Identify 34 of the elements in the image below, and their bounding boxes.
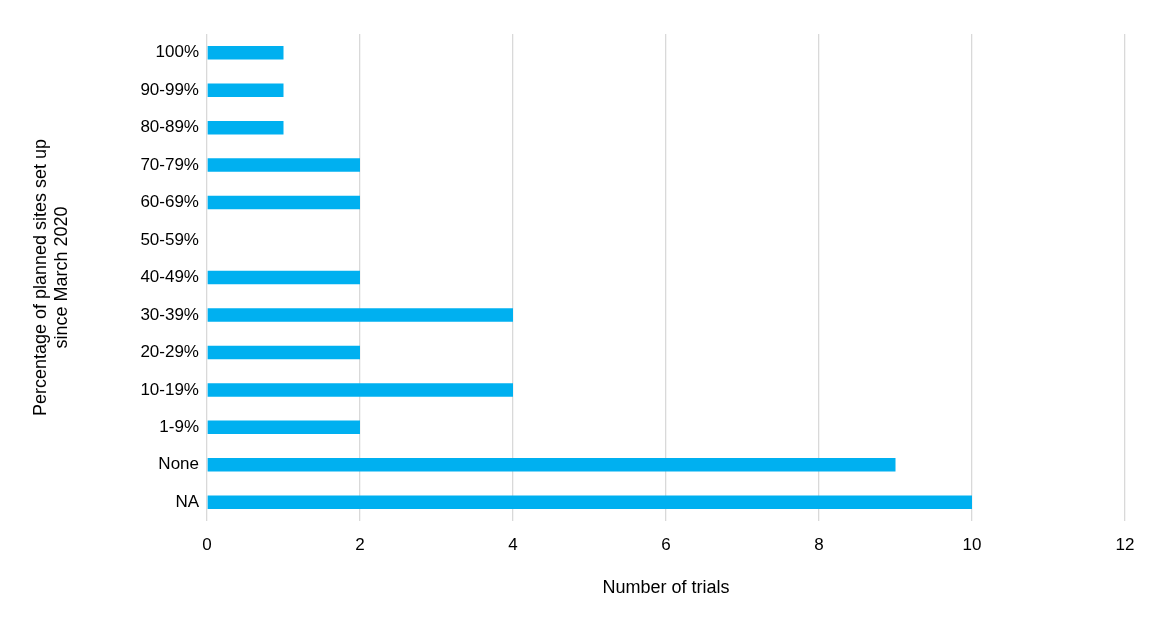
y-tick-label: 30-39% xyxy=(140,304,199,324)
x-tick-label: 8 xyxy=(814,534,824,554)
bar xyxy=(207,458,896,472)
y-tick-label: 60-69% xyxy=(140,192,199,212)
bar xyxy=(207,345,360,360)
bar xyxy=(207,495,972,510)
bar xyxy=(207,120,284,135)
y-tick-label: 50-59% xyxy=(140,229,199,249)
bar xyxy=(207,195,360,210)
y-tick-label: 40-49% xyxy=(140,267,199,287)
y-axis-title: Percentage of planned sites set up since March 2020 xyxy=(29,138,72,417)
y-tick-label: 10-19% xyxy=(140,379,199,399)
y-tick-label: 1-9% xyxy=(159,417,199,437)
x-tick-label: 12 xyxy=(1115,534,1135,554)
bar xyxy=(207,383,513,397)
bar xyxy=(207,420,360,435)
bar xyxy=(207,270,360,285)
x-axis-title: Number of trials xyxy=(602,577,730,598)
y-tick-label: 70-79% xyxy=(140,154,199,174)
x-tick-label: 0 xyxy=(202,534,212,554)
y-tick-label: 90-99% xyxy=(140,79,199,99)
x-tick-label: 4 xyxy=(508,534,518,554)
y-tick-label: None xyxy=(158,454,199,474)
bar xyxy=(207,158,360,172)
y-tick-label: NA xyxy=(175,491,200,511)
x-tick-label: 6 xyxy=(661,534,671,554)
y-tick-label: 80-89% xyxy=(140,117,199,137)
y-tick-label: 20-29% xyxy=(140,342,199,362)
y-tick-label: 100% xyxy=(155,42,199,62)
bar xyxy=(207,45,284,60)
bar xyxy=(207,308,513,322)
bar xyxy=(207,83,284,97)
x-tick-label: 2 xyxy=(355,534,365,554)
x-tick-label: 10 xyxy=(962,534,982,554)
